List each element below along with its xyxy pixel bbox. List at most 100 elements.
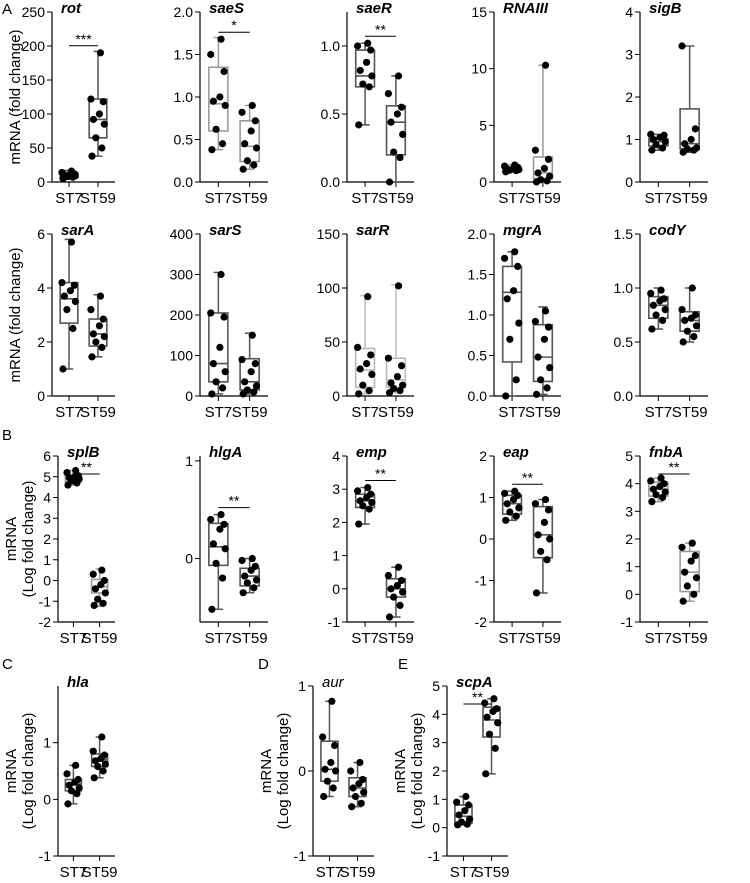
data-point [207,309,215,317]
chart-emp: -1 0 1 2 3 4 ST7 ST59 emp ** [328,444,414,647]
data-point [351,792,360,801]
data-point [58,279,66,287]
data-point [359,381,367,389]
chart-title: saeR [356,0,392,17]
data-point [91,585,100,593]
chart-eap: -2 -1 0 1 2 ST7 ST59 eap ** [475,444,561,647]
y-tick-label: 1 [43,735,51,751]
x-tick-label: ST59 [525,404,561,421]
data-point [239,165,247,173]
data-point [247,127,255,135]
x-tick-label: ST59 [232,404,268,421]
data-point [534,169,542,177]
data-point [243,157,251,165]
chart-title: sigB [649,0,682,17]
data-point [209,97,218,105]
data-point [60,292,69,300]
data-point [328,697,336,705]
chart-hlgA: 0 1 ST7 ST59 hlgA ** [185,444,268,647]
y-axis-label: (Log fold change) [20,713,37,830]
data-point [658,316,667,324]
data-point [100,333,108,341]
data-point [390,593,398,601]
data-point [67,787,76,795]
data-point [485,730,494,738]
data-point [543,384,551,392]
data-point [532,390,541,398]
data-point [394,282,403,290]
data-point [349,784,357,792]
data-point [238,355,246,364]
data-point [208,605,216,613]
data-point [100,751,108,759]
y-tick-label: -2 [39,614,52,630]
data-point [98,144,106,152]
y-tick-label: 4 [43,490,51,506]
y-tick-label: 0.0 [614,388,634,404]
data-point [387,585,395,593]
x-tick-label: ST59 [378,404,414,421]
data-point [688,284,696,292]
data-point [512,376,520,384]
y-tick-label: 200 [22,38,46,54]
data-point [692,322,701,330]
data-point [220,313,228,321]
data-point [544,323,553,331]
data-point [502,516,510,524]
data-point [88,152,96,160]
y-tick-label: 0.0 [468,388,488,404]
data-point [678,42,686,50]
data-point [323,777,332,785]
data-point [98,566,106,574]
y-tick-label: 4 [37,280,45,296]
data-point [493,705,501,713]
data-point [506,508,514,516]
data-point [362,360,371,368]
y-tick-label: 1 [625,132,633,148]
y-tick-label: 4 [625,476,633,492]
y-tick-label: 0 [298,763,306,779]
x-tick-label: ST59 [340,864,376,881]
data-point [385,178,394,186]
box [532,505,554,559]
data-point [220,520,228,528]
data-point [252,144,261,152]
data-point [652,491,660,499]
data-point [99,767,107,775]
chart-title: sarS [209,222,242,239]
data-point [511,248,519,256]
data-point [98,733,106,741]
data-point [319,733,327,741]
x-tick-label: ST7 [645,404,673,421]
data-point [356,66,364,75]
data-point [503,500,511,508]
x-tick-label: ST59 [378,190,414,207]
y-tick-label: 1 [625,559,633,575]
data-point [541,61,550,69]
data-point [394,72,403,80]
chart-RNAIII: 0 5 10 15 ST7 ST59 RNAIII [471,0,561,207]
data-point [658,144,667,152]
data-point [397,103,406,111]
significance-label: *** [75,31,92,47]
data-point [330,741,339,750]
data-point [248,331,256,339]
y-tick-label: 3 [332,481,340,497]
data-point [217,270,225,279]
data-point [94,762,102,771]
data-point [500,254,509,262]
data-point [216,343,224,351]
data-point [660,480,668,488]
data-point [250,161,258,169]
data-point [691,552,699,560]
data-point [367,490,375,498]
data-point [543,556,551,564]
data-point [364,293,372,301]
x-tick-label: ST7 [55,404,83,421]
data-point [239,589,247,597]
data-point [212,125,220,133]
y-tick-label: 1.0 [321,38,341,54]
panel-letter-a: A [2,1,12,18]
data-point [399,130,407,138]
